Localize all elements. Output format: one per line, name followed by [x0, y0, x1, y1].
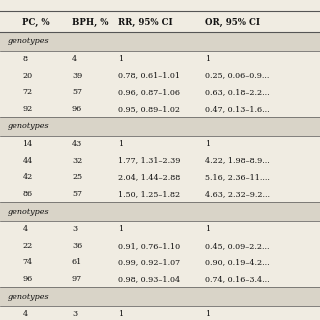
Text: 3: 3 [72, 225, 77, 233]
Text: 36: 36 [72, 242, 82, 250]
Text: 72: 72 [22, 88, 33, 96]
Text: 4.63, 2.32–9.2...: 4.63, 2.32–9.2... [205, 190, 270, 198]
Text: 0.99, 0.92–1.07: 0.99, 0.92–1.07 [118, 259, 180, 267]
Text: 3: 3 [72, 310, 77, 318]
Text: 86: 86 [22, 190, 33, 198]
Bar [0, 117, 320, 136]
Text: BPH, %: BPH, % [72, 18, 108, 27]
Text: 1: 1 [205, 55, 210, 63]
Bar [0, 32, 320, 51]
Text: 4: 4 [22, 310, 28, 318]
Text: 1: 1 [205, 140, 210, 148]
Text: 0.95, 0.89–1.02: 0.95, 0.89–1.02 [118, 105, 180, 113]
Text: 42: 42 [22, 173, 33, 181]
Text: 74: 74 [22, 259, 33, 267]
Text: 1: 1 [118, 225, 124, 233]
Text: 1: 1 [205, 310, 210, 318]
Text: genotypes: genotypes [8, 208, 50, 216]
Text: 44: 44 [22, 157, 33, 165]
Text: 2.04, 1.44–2.88: 2.04, 1.44–2.88 [118, 173, 181, 181]
Text: 96: 96 [72, 105, 82, 113]
Text: genotypes: genotypes [8, 37, 50, 45]
Text: 92: 92 [22, 105, 33, 113]
Text: 97: 97 [72, 275, 82, 283]
Text: 61: 61 [72, 259, 82, 267]
Bar [0, 287, 320, 306]
Bar [0, 11, 320, 32]
Text: 4.22, 1.98–8.9...: 4.22, 1.98–8.9... [205, 157, 269, 165]
Text: RR, 95% CI: RR, 95% CI [118, 18, 173, 27]
Text: 14: 14 [22, 140, 33, 148]
Text: 1.50, 1.25–1.82: 1.50, 1.25–1.82 [118, 190, 180, 198]
Text: 57: 57 [72, 190, 82, 198]
Text: 1: 1 [118, 55, 124, 63]
Text: 1: 1 [205, 225, 210, 233]
Text: 0.63, 0.18–2.2...: 0.63, 0.18–2.2... [205, 88, 269, 96]
Text: 39: 39 [72, 72, 82, 80]
Text: genotypes: genotypes [8, 123, 50, 131]
Text: 0.45, 0.09–2.2...: 0.45, 0.09–2.2... [205, 242, 269, 250]
Text: 0.47, 0.13–1.6...: 0.47, 0.13–1.6... [205, 105, 269, 113]
Text: 4: 4 [22, 225, 28, 233]
Text: 57: 57 [72, 88, 82, 96]
Text: 0.98, 0.93–1.04: 0.98, 0.93–1.04 [118, 275, 180, 283]
Text: 0.25, 0.06–0.9...: 0.25, 0.06–0.9... [205, 72, 269, 80]
Text: PC, %: PC, % [22, 18, 50, 27]
Text: 25: 25 [72, 173, 82, 181]
Text: 0.96, 0.87–1.06: 0.96, 0.87–1.06 [118, 88, 180, 96]
Bar [0, 202, 320, 221]
Text: 22: 22 [22, 242, 33, 250]
Text: 0.91, 0.76–1.10: 0.91, 0.76–1.10 [118, 242, 180, 250]
Text: 1: 1 [118, 310, 124, 318]
Text: genotypes: genotypes [8, 293, 50, 301]
Text: 1.77, 1.31–2.39: 1.77, 1.31–2.39 [118, 157, 181, 165]
Text: 0.78, 0.61–1.01: 0.78, 0.61–1.01 [118, 72, 180, 80]
Text: 0.90, 0.19–4.2...: 0.90, 0.19–4.2... [205, 259, 269, 267]
Text: 0.74, 0.16–3.4...: 0.74, 0.16–3.4... [205, 275, 269, 283]
Text: 8: 8 [22, 55, 28, 63]
Text: OR, 95% CI: OR, 95% CI [205, 18, 260, 27]
Text: 43: 43 [72, 140, 82, 148]
Text: 32: 32 [72, 157, 82, 165]
Text: 96: 96 [22, 275, 33, 283]
Text: 20: 20 [22, 72, 33, 80]
Text: 4: 4 [72, 55, 77, 63]
Text: 1: 1 [118, 140, 124, 148]
Text: 5.16, 2.36–11....: 5.16, 2.36–11.... [205, 173, 270, 181]
